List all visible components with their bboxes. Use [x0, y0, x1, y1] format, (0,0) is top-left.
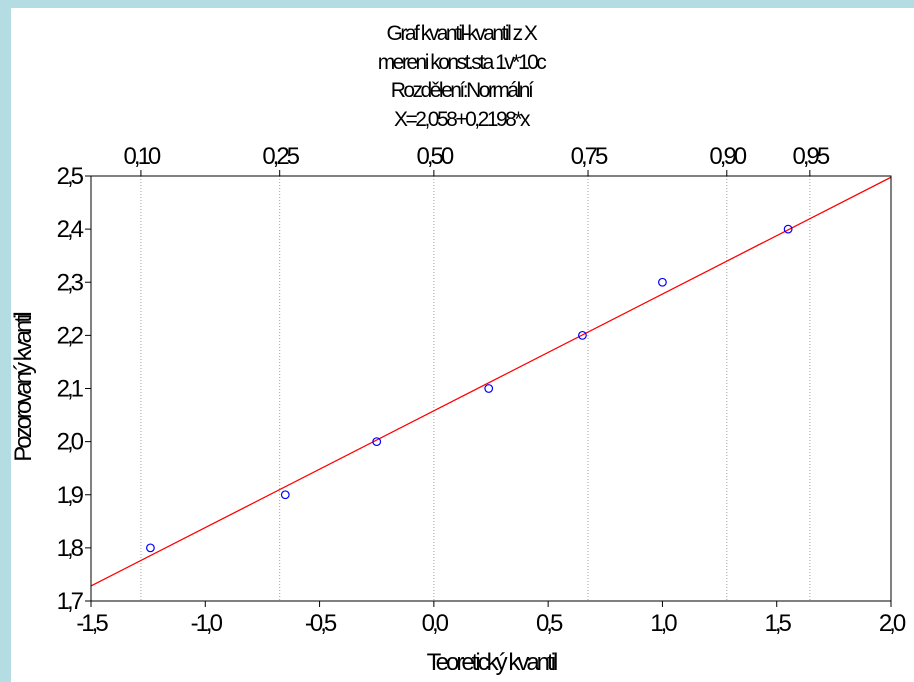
- chart-title-line-4: X=2,058+0,2198*x: [394, 108, 531, 131]
- data-point: [280, 490, 290, 500]
- y-tick-label: 1,7: [57, 588, 84, 615]
- y-tick-label: 2,1: [57, 376, 84, 403]
- qq-plot: Graf kvantil-kvantil z X mereni konst.st…: [11, 22, 909, 676]
- chart-title-line-2: mereni konst.sta 1v*10c: [378, 51, 547, 74]
- top-tick-label: 0,90: [709, 143, 746, 170]
- top-tick-label: 0,95: [792, 143, 829, 170]
- data-point: [783, 224, 793, 234]
- data-point: [372, 437, 382, 447]
- grid-lines: [140, 176, 811, 601]
- chart-panel: Graf kvantil-kvantil z X mereni konst.st…: [11, 8, 914, 682]
- x-tick-label: -0,5: [305, 610, 337, 637]
- fit-line: [90, 176, 892, 587]
- x-tick-label: 0,0: [422, 610, 449, 637]
- y-tick-label: 2,0: [57, 429, 84, 456]
- x-tick-label: 1,0: [650, 610, 677, 637]
- data-point: [658, 277, 667, 287]
- data-point: [146, 543, 155, 553]
- y-tick-label: 1,9: [57, 482, 84, 509]
- y-tick-label: 1,8: [57, 535, 84, 562]
- data-point: [578, 330, 587, 340]
- top-tick-label: 0,10: [124, 143, 161, 170]
- y-tick-label: 2,2: [57, 322, 84, 349]
- top-tick-label: 0,75: [571, 143, 608, 170]
- x-tick-label: -1,0: [191, 610, 223, 637]
- y-tick-label: 2,4: [57, 216, 84, 243]
- data-point: [484, 384, 494, 393]
- x-tick-label: 2,0: [879, 610, 906, 637]
- top-tick-label: 0,50: [416, 143, 453, 170]
- x-axis-ticks: -1,5 -1,0 -0,5 0,0 0,5 1,0 1,5 2,0: [76, 601, 909, 637]
- y-axis-ticks: 1,7 1,8 1,9 2,0 2,1 2,2 2,3 2,4 2,5: [57, 163, 91, 615]
- y-tick-label: 2,3: [57, 269, 84, 296]
- y-axis-label: Pozorovaný kvantil: [11, 313, 37, 462]
- top-tick-label: 0,25: [262, 143, 299, 170]
- x-tick-label: 1,5: [765, 610, 792, 637]
- x-tick-label: 0,5: [536, 610, 563, 637]
- top-axis-ticks: 0,10 0,25 0,50 0,75 0,90 0,95: [124, 143, 833, 176]
- data-points: [146, 224, 793, 553]
- chart-title-line-1: Graf kvantil-kvantil z X: [387, 22, 538, 45]
- fit-line-layer: [90, 176, 892, 587]
- x-axis-label: Teoretický kvantil: [427, 649, 557, 676]
- x-tick-label: -1,5: [76, 610, 108, 637]
- chart-title-line-3: Rozdělení:Normální: [391, 79, 534, 102]
- y-tick-label: 2,5: [57, 163, 84, 190]
- plot-frame: [90, 175, 892, 602]
